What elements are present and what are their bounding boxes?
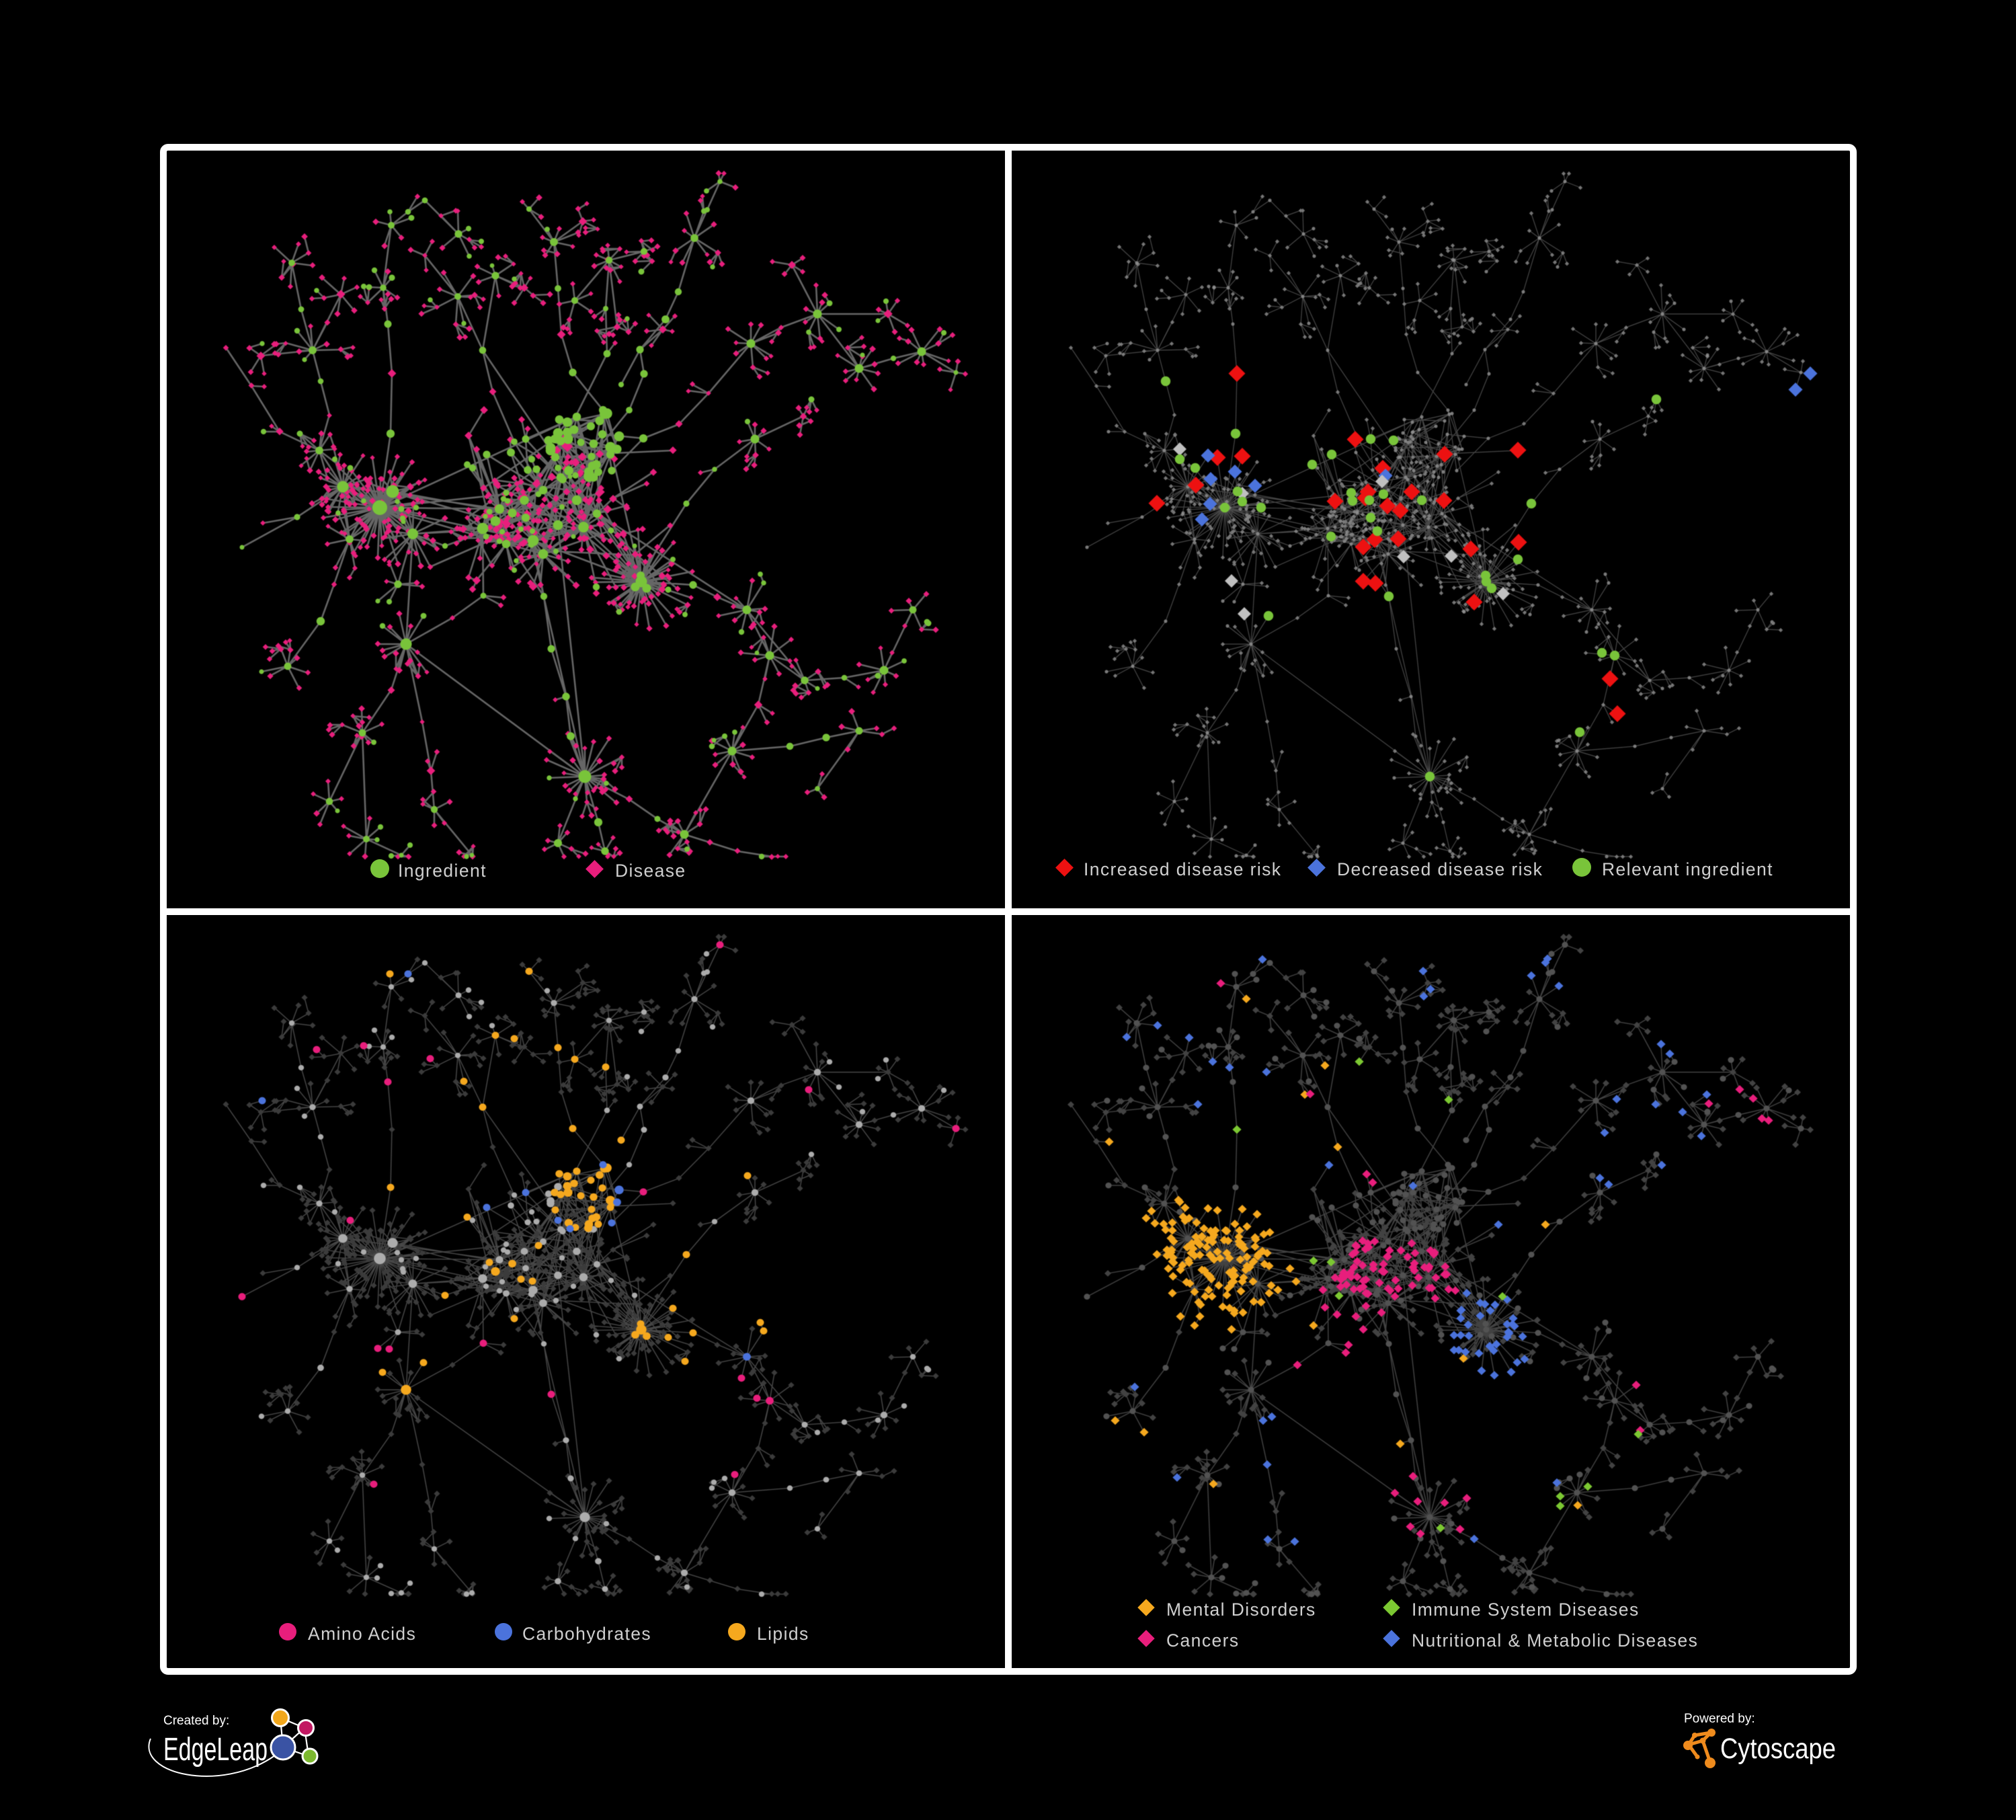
svg-text:Cytoscape: Cytoscape (1720, 1733, 1836, 1765)
svg-text:Created by:: Created by: (163, 1714, 229, 1728)
svg-text:Powered by:: Powered by: (1684, 1712, 1755, 1726)
svg-text:EdgeLeap: EdgeLeap (163, 1732, 268, 1768)
